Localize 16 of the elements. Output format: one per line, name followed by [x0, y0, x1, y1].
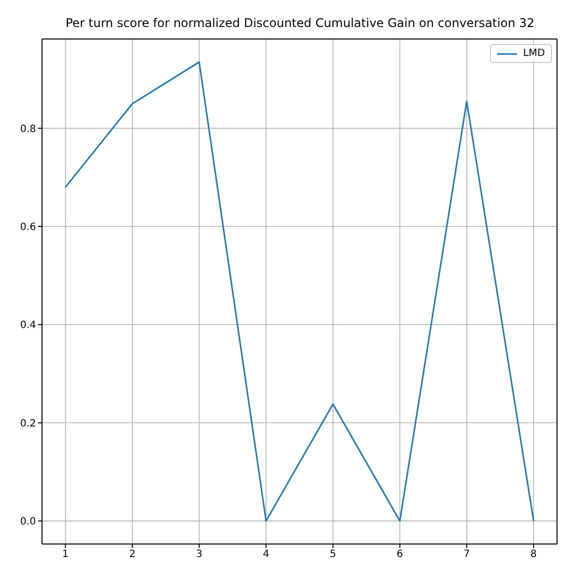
y-tick-label: 0.0 — [20, 516, 36, 528]
line-series — [64, 61, 534, 522]
x-tick-label: 4 — [262, 549, 270, 560]
legend-label: LMD — [523, 48, 545, 59]
x-tick-label: 5 — [330, 549, 336, 560]
x-tick-label: 1 — [62, 549, 69, 560]
x-tick-label: 8 — [530, 549, 537, 560]
y-tick-label: 0.8 — [20, 124, 36, 135]
y-tick-label: 0.6 — [20, 222, 36, 234]
x-tick-label: 3 — [196, 549, 202, 560]
x-tick-label: 6 — [396, 549, 404, 560]
y-tick-label: 0.2 — [20, 418, 36, 430]
x-tick-label: 7 — [464, 549, 470, 560]
x-tick-label: 2 — [129, 549, 136, 560]
y-tick-label: 0.4 — [20, 320, 36, 332]
chart-title: Per turn score for normalized Discounted Cumulative Gain on conversation 32 — [66, 16, 534, 30]
